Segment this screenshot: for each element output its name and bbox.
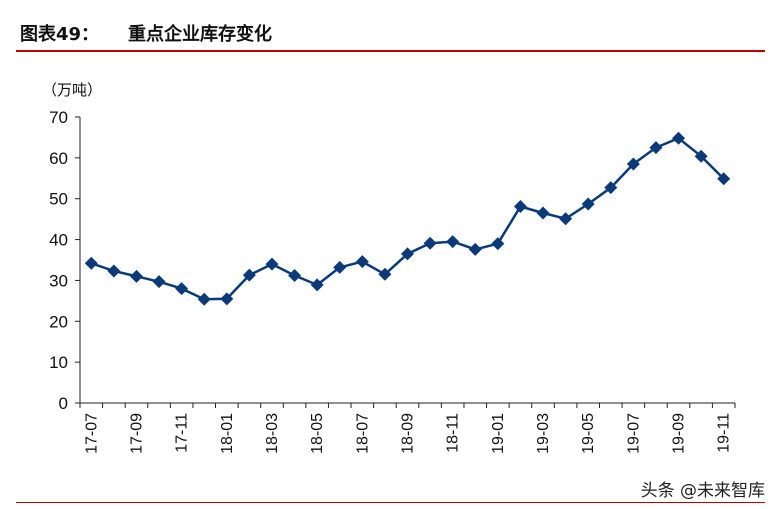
- header-rule: [16, 50, 765, 52]
- x-tick-label: 19-09: [671, 413, 688, 454]
- data-point-marker: [604, 181, 618, 195]
- data-point-marker: [717, 172, 731, 186]
- data-point-marker: [559, 212, 573, 226]
- data-point-marker: [401, 247, 414, 261]
- data-point-marker: [265, 257, 279, 271]
- data-point-marker: [423, 236, 437, 250]
- data-point-marker: [220, 292, 234, 306]
- y-tick-label: 0: [59, 394, 68, 413]
- data-point-marker: [129, 269, 143, 283]
- data-point-marker: [649, 141, 663, 155]
- data-point-marker: [355, 255, 369, 269]
- x-tick-label: 18-03: [264, 413, 281, 454]
- data-point-marker: [84, 256, 98, 270]
- y-tick-label: 20: [49, 312, 68, 331]
- x-tick-label: 17-07: [83, 413, 100, 454]
- y-tick-label: 10: [49, 353, 68, 372]
- x-tick-label: 18-01: [219, 413, 236, 454]
- x-tick-label: 18-11: [445, 413, 462, 453]
- x-tick-label: 19-01: [490, 413, 507, 454]
- y-tick-label: 50: [49, 190, 68, 209]
- x-tick-label: 18-05: [309, 413, 326, 454]
- data-point-marker: [152, 275, 166, 289]
- data-point-marker: [175, 282, 189, 296]
- figure-header: 图表49： 重点企业库存变化: [16, 18, 761, 50]
- data-point-marker: [581, 197, 595, 211]
- x-tick-label: 17-11: [174, 413, 191, 453]
- data-point-marker: [626, 157, 640, 171]
- watermark-text: 头条 @未来智库: [640, 481, 765, 501]
- x-tick-label: 18-07: [354, 413, 371, 454]
- data-point-marker: [310, 278, 324, 292]
- data-point-marker: [536, 206, 550, 220]
- figure-title: 重点企业库存变化: [128, 24, 272, 45]
- data-point-marker: [378, 267, 392, 281]
- x-tick-label: 17-09: [128, 413, 145, 454]
- data-point-marker: [468, 242, 482, 256]
- footer-rule: [16, 502, 765, 503]
- data-point-marker: [288, 269, 302, 283]
- x-tick-label: 18-09: [400, 413, 417, 454]
- y-tick-label: 40: [49, 231, 68, 250]
- y-axis-unit-label: （万吨）: [42, 81, 102, 99]
- y-tick-label: 30: [49, 271, 68, 290]
- x-tick-label: 19-11: [716, 413, 733, 453]
- data-point-marker: [672, 131, 686, 145]
- y-tick-label: 60: [49, 149, 68, 168]
- data-point-marker: [197, 292, 211, 306]
- data-point-marker: [694, 149, 708, 163]
- figure-label: 图表49：: [20, 24, 100, 45]
- x-tick-label: 19-05: [580, 413, 597, 454]
- data-point-marker: [513, 199, 527, 213]
- x-tick-label: 19-07: [625, 413, 642, 454]
- x-tick-label: 19-03: [535, 413, 552, 454]
- data-point-marker: [491, 237, 505, 251]
- data-point-marker: [333, 260, 347, 274]
- data-point-marker: [107, 264, 121, 278]
- data-point-marker: [242, 268, 256, 282]
- data-point-marker: [446, 235, 460, 249]
- y-tick-label: 70: [49, 108, 68, 127]
